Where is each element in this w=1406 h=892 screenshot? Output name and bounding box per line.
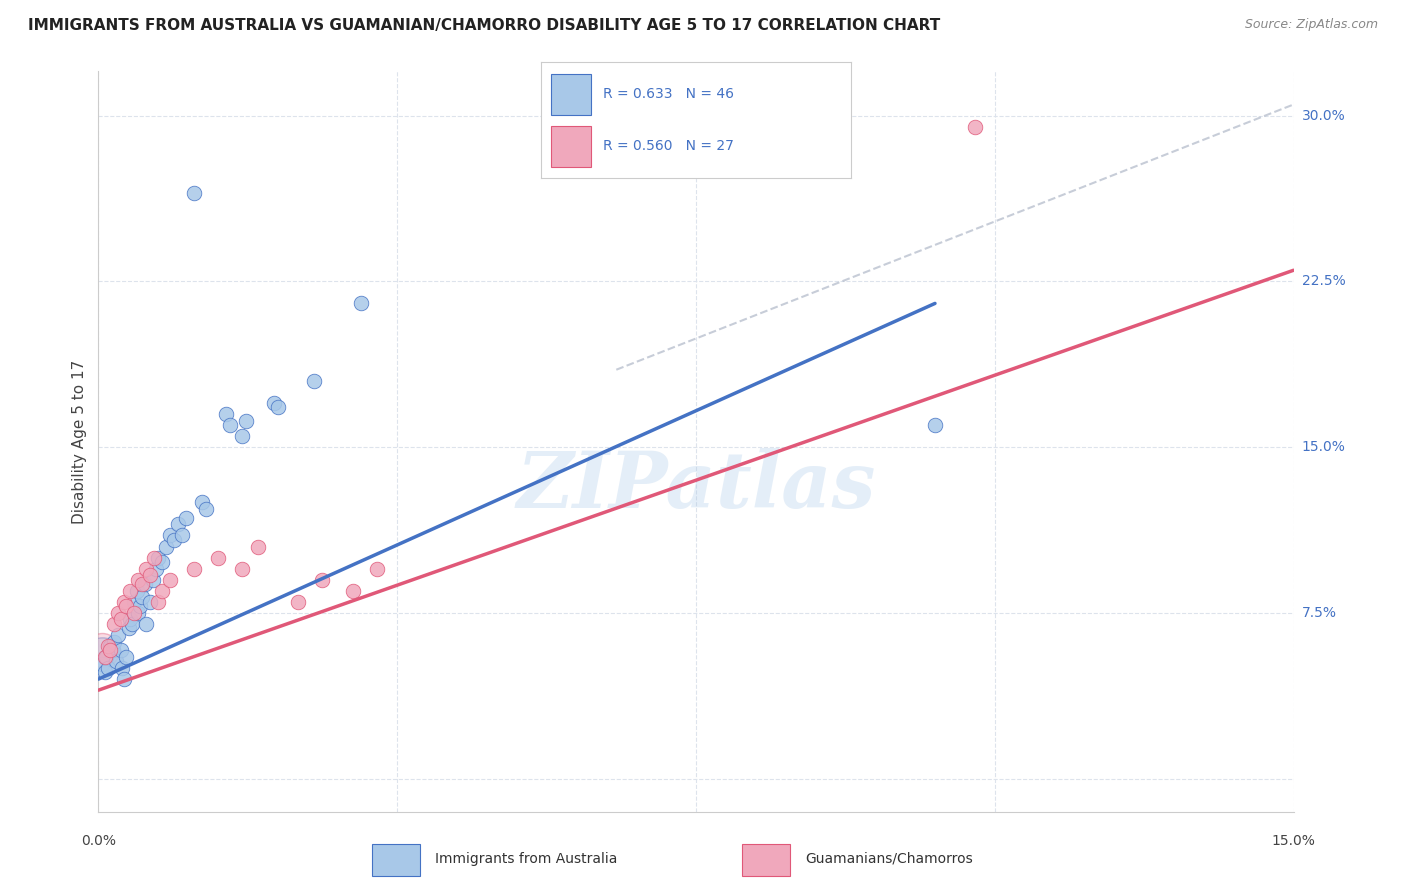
Point (287, 595, 309, 609)
Point (183, 561, 205, 575)
Point (183, 186, 205, 200)
Point (104, 655, 127, 669)
Point (311, 573, 333, 587)
Point (94, 650, 117, 665)
Y-axis label: Disability Age 5 to 17: Disability Age 5 to 17 (72, 359, 87, 524)
Text: Guamanians/Chamorros: Guamanians/Chamorros (806, 852, 973, 865)
Point (121, 616, 143, 631)
Point (96, 650, 118, 665)
Point (120, 612, 142, 626)
Point (98, 643, 122, 657)
Point (135, 561, 157, 575)
Point (246, 540, 269, 554)
Text: 0.0%: 0.0% (82, 834, 115, 847)
Point (172, 528, 194, 542)
Point (231, 561, 253, 575)
Bar (373, 844, 419, 876)
Point (134, 577, 156, 591)
Point (139, 568, 162, 582)
Point (159, 528, 181, 542)
Point (191, 495, 214, 509)
Text: 22.5%: 22.5% (1302, 275, 1346, 288)
Point (103, 634, 125, 648)
Point (101, 643, 124, 657)
Point (163, 533, 186, 547)
Text: 30.0%: 30.0% (1302, 109, 1346, 122)
Point (131, 577, 153, 591)
Point (115, 650, 138, 665)
Point (195, 502, 218, 516)
Text: ZIPatlas: ZIPatlas (516, 448, 876, 524)
Point (110, 612, 132, 626)
Bar (742, 844, 790, 876)
Point (148, 595, 170, 609)
Point (174, 510, 197, 524)
Point (302, 374, 325, 388)
Point (111, 661, 134, 675)
Bar (551, 74, 591, 114)
Text: R = 0.633   N = 46: R = 0.633 N = 46 (603, 87, 734, 101)
Point (155, 540, 177, 554)
Point (342, 583, 364, 598)
Point (235, 413, 257, 427)
Point (91, 650, 114, 665)
Point (112, 672, 135, 686)
Point (267, 401, 290, 415)
Point (139, 595, 162, 609)
Point (150, 583, 173, 598)
Point (97, 639, 120, 653)
Point (128, 599, 150, 614)
Text: 15.0%: 15.0% (1302, 440, 1346, 454)
Point (148, 550, 170, 565)
Point (107, 628, 129, 642)
Point (115, 599, 138, 614)
Text: 15.0%: 15.0% (1271, 834, 1316, 847)
Point (103, 616, 125, 631)
Text: R = 0.560   N = 27: R = 0.560 N = 27 (603, 139, 734, 153)
Point (142, 573, 165, 587)
Text: Source: ZipAtlas.com: Source: ZipAtlas.com (1244, 18, 1378, 31)
Point (112, 595, 135, 609)
Point (91, 657, 114, 671)
Point (231, 429, 253, 443)
Point (131, 591, 153, 605)
Point (98, 639, 122, 653)
Point (207, 550, 229, 565)
Point (97, 661, 120, 675)
Point (135, 616, 157, 631)
Point (143, 550, 166, 565)
Point (107, 606, 129, 620)
Text: IMMIGRANTS FROM AUSTRALIA VS GUAMANIAN/CHAMORRO DISABILITY AGE 5 TO 17 CORRELATI: IMMIGRANTS FROM AUSTRALIA VS GUAMANIAN/C… (28, 18, 941, 33)
Text: Immigrants from Australia: Immigrants from Australia (436, 852, 617, 865)
Point (145, 561, 167, 575)
Point (167, 517, 190, 532)
Point (124, 595, 146, 609)
Point (215, 407, 238, 421)
Point (924, 417, 946, 432)
Bar (551, 126, 591, 167)
Point (120, 583, 142, 598)
Point (963, 120, 986, 134)
Text: 7.5%: 7.5% (1302, 606, 1337, 620)
Point (350, 296, 373, 310)
Point (124, 606, 146, 620)
Point (159, 573, 181, 587)
Point (118, 621, 141, 635)
Point (219, 417, 242, 432)
Point (125, 583, 148, 598)
Point (127, 606, 149, 620)
Point (127, 573, 149, 587)
Point (94, 665, 117, 680)
Point (366, 561, 388, 575)
Point (150, 555, 173, 569)
Point (110, 643, 132, 657)
Point (91, 643, 114, 657)
Point (263, 396, 285, 410)
